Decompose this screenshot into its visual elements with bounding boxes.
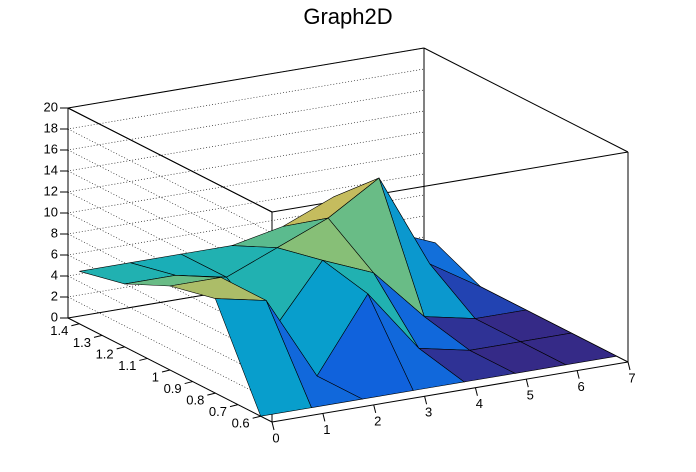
axis-frame [271, 361, 629, 423]
y-tick [116, 346, 125, 350]
x-tick-label: 0 [272, 430, 279, 445]
x-tick [424, 396, 428, 405]
z-tick-label: 16 [44, 141, 58, 156]
z-tick-label: 14 [44, 162, 58, 177]
axis-frame [423, 47, 629, 153]
x-tick-label: 7 [628, 370, 635, 385]
y-tick-label: 0.6 [232, 416, 250, 431]
z-tick-label: 8 [51, 225, 58, 240]
z-tick-label: 2 [51, 288, 58, 303]
x-tick [627, 361, 631, 371]
y-tick-label: 1 [152, 369, 159, 384]
y-tick-label: 1.2 [96, 346, 114, 361]
x-tick-label: 5 [527, 388, 534, 403]
x-tick [474, 387, 478, 396]
y-tick [207, 392, 216, 396]
y-tick [139, 357, 148, 361]
z-tick-label: 18 [44, 120, 58, 135]
y-tick-label: 1.4 [50, 323, 68, 338]
y-tick [71, 323, 80, 327]
x-tick [576, 370, 580, 379]
y-tick [161, 369, 171, 373]
y-tick [184, 381, 193, 385]
x-tick [373, 404, 377, 413]
x-tick-label: 3 [425, 405, 432, 420]
y-tick-label: 1.1 [118, 358, 136, 373]
x-tick-label: 2 [374, 413, 381, 428]
y-tick-label: 0.7 [209, 404, 227, 419]
y-tick [229, 404, 239, 408]
chart-title: Graph2D [303, 4, 392, 29]
z-tick-label: 12 [44, 183, 58, 198]
y-tick-label: 0.9 [164, 381, 182, 396]
surface-cell [214, 298, 312, 417]
x-tick-label: 1 [323, 422, 330, 437]
y-tick-label: 1.3 [73, 335, 91, 350]
z-tick-label: 6 [51, 246, 58, 261]
y-tick [93, 334, 103, 338]
z-tick-label: 20 [44, 99, 58, 114]
x-tick-label: 6 [578, 379, 585, 394]
x-tick-label: 4 [476, 396, 483, 411]
z-tick-label: 0 [51, 309, 58, 324]
y-tick-label: 0.8 [186, 393, 204, 408]
axis-frame [67, 47, 425, 109]
z-tick-label: 10 [44, 204, 58, 219]
x-tick [322, 413, 326, 422]
x-tick [525, 379, 529, 388]
y-tick [252, 415, 261, 419]
x-tick [271, 421, 275, 431]
z-tick-label: 4 [51, 267, 58, 282]
